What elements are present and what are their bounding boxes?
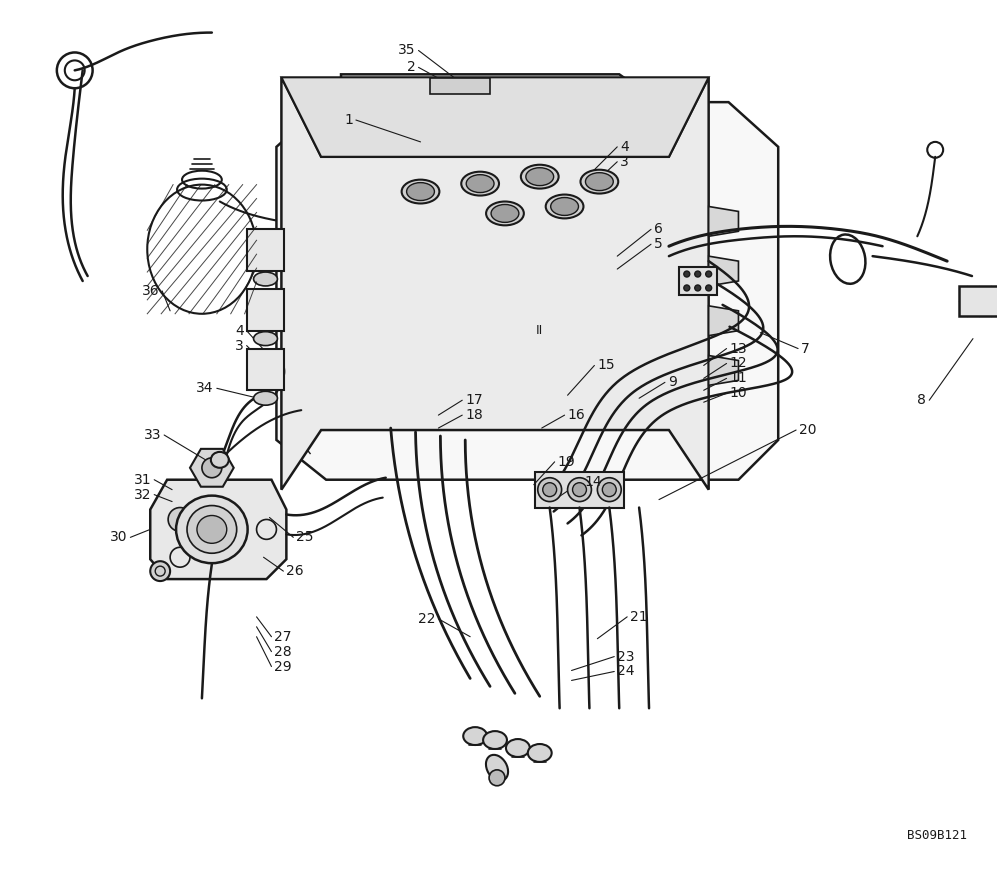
Bar [247, 349, 284, 391]
Text: 24: 24 [617, 664, 635, 678]
Bar [430, 78, 490, 94]
Text: 27: 27 [274, 630, 292, 644]
Ellipse shape [546, 194, 583, 218]
Text: 23: 23 [617, 650, 635, 664]
Text: 17: 17 [465, 393, 483, 407]
Text: 22: 22 [418, 612, 435, 626]
Ellipse shape [461, 172, 499, 195]
Text: 6: 6 [654, 222, 663, 236]
Text: BS09B121: BS09B121 [907, 829, 967, 842]
Ellipse shape [254, 331, 277, 345]
Circle shape [695, 271, 701, 277]
Text: 28: 28 [274, 644, 292, 658]
Ellipse shape [521, 165, 559, 188]
Text: 12: 12 [730, 357, 747, 371]
Text: 32: 32 [134, 487, 151, 501]
Text: 36: 36 [142, 284, 159, 298]
Circle shape [543, 483, 557, 497]
Polygon shape [276, 102, 778, 480]
Bar [247, 289, 284, 330]
Text: 11: 11 [730, 371, 747, 385]
Text: 35: 35 [398, 44, 416, 58]
Polygon shape [709, 356, 738, 385]
Ellipse shape [491, 205, 519, 222]
Text: 3: 3 [620, 154, 629, 169]
Ellipse shape [506, 739, 530, 757]
Ellipse shape [483, 731, 507, 749]
Ellipse shape [176, 495, 248, 563]
Ellipse shape [585, 173, 613, 191]
Text: II: II [536, 324, 543, 337]
Circle shape [573, 483, 586, 497]
Polygon shape [190, 449, 234, 487]
Text: 4: 4 [235, 324, 244, 337]
Polygon shape [281, 78, 709, 490]
Text: 34: 34 [196, 381, 214, 395]
Text: 1: 1 [344, 113, 353, 127]
Text: 7: 7 [801, 342, 810, 356]
Polygon shape [150, 480, 286, 579]
Circle shape [168, 508, 192, 531]
Ellipse shape [254, 272, 277, 286]
Circle shape [597, 478, 621, 501]
Text: 5: 5 [654, 237, 663, 251]
Circle shape [706, 271, 712, 277]
Circle shape [538, 478, 562, 501]
Circle shape [706, 285, 712, 291]
Circle shape [602, 483, 616, 497]
Circle shape [684, 285, 690, 291]
Text: 19: 19 [558, 455, 575, 469]
Text: 20: 20 [799, 423, 817, 437]
Ellipse shape [486, 201, 524, 225]
Text: 25: 25 [296, 530, 314, 544]
Text: 33: 33 [144, 428, 161, 442]
Circle shape [695, 285, 701, 291]
Ellipse shape [402, 180, 439, 203]
Bar [959, 286, 1000, 316]
Polygon shape [281, 78, 709, 157]
Ellipse shape [254, 392, 277, 405]
Circle shape [568, 478, 591, 501]
Polygon shape [341, 74, 659, 102]
Ellipse shape [526, 167, 554, 186]
Ellipse shape [197, 515, 227, 543]
Text: 8: 8 [917, 393, 926, 407]
Circle shape [150, 562, 170, 581]
Ellipse shape [551, 198, 578, 215]
Bar [679, 267, 717, 295]
Ellipse shape [486, 755, 508, 781]
Ellipse shape [463, 727, 487, 745]
Text: 13: 13 [730, 342, 747, 356]
Text: 15: 15 [597, 358, 615, 372]
Text: 4: 4 [620, 140, 629, 153]
Ellipse shape [528, 744, 552, 762]
Text: 16: 16 [568, 408, 585, 422]
Ellipse shape [202, 458, 222, 478]
Circle shape [489, 770, 505, 786]
Ellipse shape [407, 182, 434, 201]
Text: 10: 10 [730, 386, 747, 400]
Polygon shape [535, 472, 624, 508]
Text: 2: 2 [407, 60, 416, 74]
Circle shape [684, 271, 690, 277]
Polygon shape [709, 256, 738, 286]
Text: 29: 29 [274, 659, 292, 673]
Ellipse shape [466, 174, 494, 193]
Text: 26: 26 [286, 564, 304, 578]
Ellipse shape [211, 452, 229, 467]
Text: 14: 14 [584, 474, 602, 488]
Ellipse shape [580, 170, 618, 194]
Text: 30: 30 [110, 530, 127, 544]
Text: 9: 9 [668, 375, 677, 389]
Text: 3: 3 [235, 338, 244, 352]
Polygon shape [709, 306, 738, 336]
Text: 31: 31 [134, 473, 151, 487]
Bar [247, 229, 284, 271]
Ellipse shape [187, 506, 237, 553]
Text: 21: 21 [630, 610, 648, 623]
Text: 18: 18 [465, 408, 483, 422]
Polygon shape [709, 207, 738, 236]
